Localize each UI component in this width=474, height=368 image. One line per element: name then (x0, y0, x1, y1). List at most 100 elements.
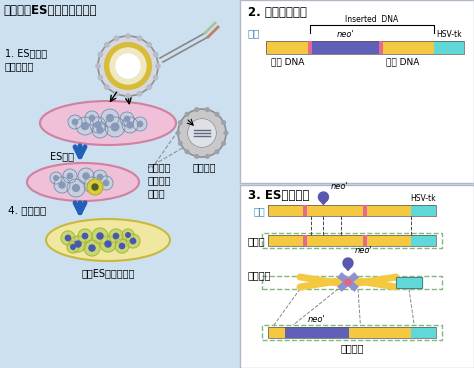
Circle shape (70, 236, 86, 252)
Circle shape (96, 64, 100, 68)
Bar (310, 41, 381, 54)
Text: neo': neo' (330, 182, 348, 191)
Circle shape (179, 121, 182, 124)
Bar (268, 327, 285, 338)
Circle shape (92, 228, 108, 244)
Circle shape (103, 180, 109, 186)
Circle shape (114, 92, 118, 96)
Circle shape (101, 109, 119, 127)
Circle shape (119, 243, 125, 249)
Text: 同源 DNA: 同源 DNA (271, 57, 304, 66)
Circle shape (122, 117, 138, 133)
Bar (262, 276, 442, 289)
Circle shape (100, 236, 116, 252)
Circle shape (319, 192, 328, 202)
Circle shape (83, 173, 89, 179)
Circle shape (65, 236, 71, 241)
Text: 中靶基因: 中靶基因 (340, 343, 364, 353)
Circle shape (215, 113, 219, 116)
Circle shape (215, 150, 219, 153)
Text: neo': neo' (337, 30, 354, 39)
Circle shape (120, 112, 134, 126)
Bar (364, 205, 367, 216)
Bar (268, 327, 436, 338)
Circle shape (222, 142, 226, 145)
Bar (268, 235, 436, 246)
Circle shape (82, 233, 88, 239)
Bar (285, 327, 349, 338)
Circle shape (105, 43, 109, 47)
Text: 中靶ES细胞的扩增: 中靶ES细胞的扩增 (82, 268, 135, 278)
Circle shape (89, 182, 95, 188)
Circle shape (78, 229, 92, 243)
Circle shape (50, 172, 62, 184)
Polygon shape (319, 199, 328, 205)
Text: Inserted  DNA: Inserted DNA (345, 15, 399, 24)
Bar (365, 235, 411, 246)
Circle shape (87, 179, 103, 195)
Circle shape (110, 48, 146, 84)
Circle shape (105, 85, 109, 89)
Circle shape (137, 36, 142, 40)
Circle shape (67, 179, 85, 197)
Bar (303, 235, 307, 246)
Circle shape (89, 115, 95, 121)
Bar (268, 205, 305, 216)
Bar (434, 41, 464, 54)
Circle shape (92, 184, 98, 190)
Circle shape (122, 229, 134, 241)
Circle shape (97, 174, 103, 180)
Ellipse shape (40, 101, 176, 145)
Text: HSV-tk: HSV-tk (437, 30, 462, 39)
Circle shape (156, 64, 160, 68)
Bar (411, 327, 436, 338)
Circle shape (137, 92, 142, 96)
Ellipse shape (27, 163, 139, 201)
Circle shape (71, 245, 75, 249)
Bar (268, 205, 436, 216)
Bar (411, 235, 436, 246)
Bar (305, 205, 365, 216)
Bar (240, 185, 474, 368)
Bar (308, 41, 311, 54)
Circle shape (73, 119, 78, 125)
Circle shape (178, 109, 226, 157)
Circle shape (147, 85, 151, 89)
Circle shape (126, 233, 130, 237)
Bar (396, 277, 422, 288)
Text: 少量的细
胞携带中
靶基因: 少量的细 胞携带中 靶基因 (148, 162, 172, 198)
Circle shape (61, 231, 75, 245)
Circle shape (98, 75, 102, 80)
Circle shape (206, 155, 209, 158)
Text: 同源 DNA: 同源 DNA (386, 57, 419, 66)
Circle shape (115, 239, 129, 253)
Circle shape (114, 36, 118, 40)
Circle shape (90, 117, 106, 133)
Bar (303, 205, 307, 216)
Circle shape (206, 108, 209, 112)
Circle shape (105, 241, 111, 247)
Circle shape (109, 229, 123, 243)
Circle shape (154, 75, 158, 80)
Polygon shape (344, 265, 352, 270)
Circle shape (126, 34, 130, 38)
Circle shape (105, 43, 151, 89)
Circle shape (82, 123, 89, 130)
Circle shape (116, 54, 140, 78)
Bar (266, 41, 310, 54)
Circle shape (195, 108, 199, 112)
Circle shape (67, 173, 73, 178)
Bar (411, 205, 436, 216)
Circle shape (97, 127, 103, 133)
Circle shape (130, 238, 136, 244)
Text: 靶基因: 靶基因 (247, 236, 265, 246)
Circle shape (76, 117, 94, 135)
Circle shape (126, 234, 140, 248)
Bar (349, 327, 411, 338)
Circle shape (92, 122, 108, 138)
Text: 同源重组: 同源重组 (248, 270, 272, 280)
Circle shape (176, 131, 180, 135)
Text: 2. 打靶载体构建: 2. 打靶载体构建 (248, 6, 307, 19)
Circle shape (137, 121, 143, 127)
Bar (379, 41, 383, 54)
